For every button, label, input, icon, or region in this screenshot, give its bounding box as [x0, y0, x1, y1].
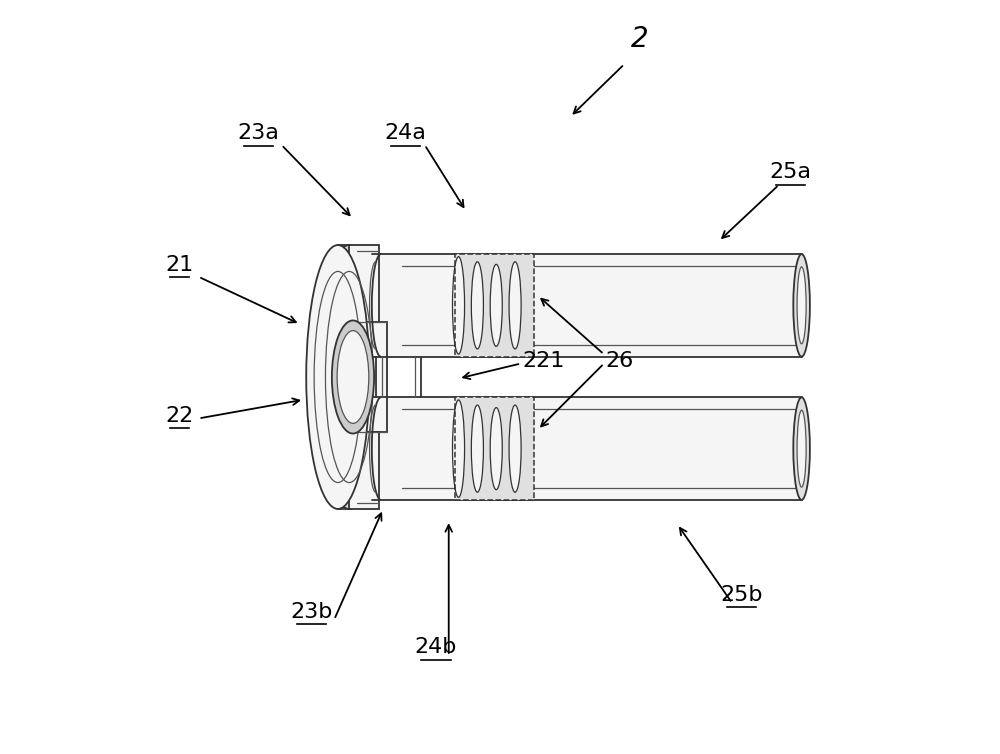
Text: 221: 221 — [523, 351, 565, 371]
Polygon shape — [349, 322, 387, 432]
Polygon shape — [349, 245, 379, 322]
Ellipse shape — [471, 262, 483, 349]
Ellipse shape — [797, 267, 806, 344]
Polygon shape — [372, 397, 802, 500]
Ellipse shape — [337, 330, 369, 424]
Ellipse shape — [509, 405, 521, 492]
Ellipse shape — [332, 320, 374, 434]
Polygon shape — [455, 397, 534, 500]
Text: 25b: 25b — [720, 584, 763, 605]
Ellipse shape — [306, 245, 370, 509]
Text: 25a: 25a — [769, 162, 811, 182]
Ellipse shape — [793, 397, 810, 500]
Ellipse shape — [490, 408, 502, 489]
Text: 24b: 24b — [415, 637, 457, 657]
Ellipse shape — [793, 254, 810, 357]
Polygon shape — [349, 432, 379, 509]
Polygon shape — [455, 254, 534, 357]
Ellipse shape — [509, 262, 521, 349]
Polygon shape — [372, 254, 802, 357]
Text: 23a: 23a — [238, 123, 280, 143]
Text: 2: 2 — [631, 25, 648, 53]
Ellipse shape — [797, 410, 806, 487]
Text: 26: 26 — [606, 351, 634, 371]
Ellipse shape — [490, 265, 502, 346]
Ellipse shape — [452, 400, 465, 498]
Text: 23b: 23b — [290, 602, 333, 622]
Text: 24a: 24a — [385, 123, 427, 143]
Ellipse shape — [452, 256, 465, 354]
Text: 22: 22 — [165, 406, 194, 426]
Ellipse shape — [471, 405, 483, 492]
Text: 21: 21 — [165, 255, 194, 275]
Ellipse shape — [318, 245, 381, 509]
